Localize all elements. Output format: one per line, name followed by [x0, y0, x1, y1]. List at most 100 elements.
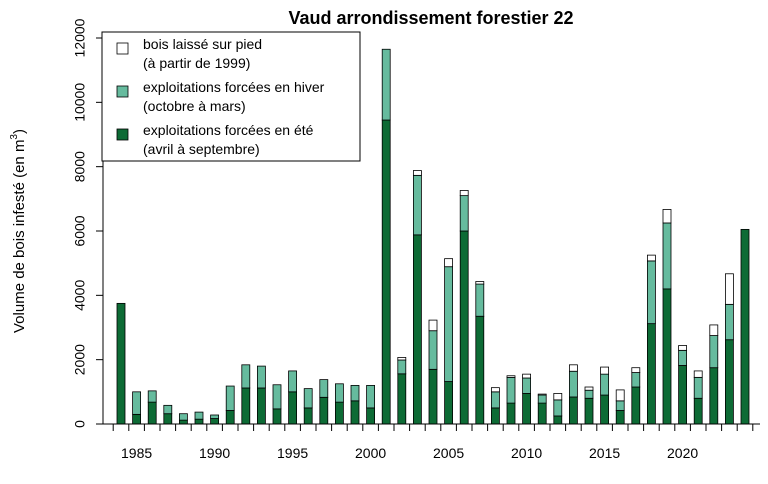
bar-segment-hiver [490, 391, 500, 409]
legend-label-detail: (octobre à mars) [143, 98, 246, 114]
legend-swatch [116, 42, 129, 55]
legend-label: exploitations forcées en été [143, 122, 314, 138]
bar-segment-ete [210, 418, 220, 425]
bar-segment-ete [116, 302, 126, 425]
bar-segment-ete [709, 367, 719, 425]
bar-segment-ete [490, 407, 500, 425]
x-tick-label: 2010 [511, 445, 542, 461]
bar-segment-hiver [569, 370, 578, 398]
bar-segment-sur-pied [600, 366, 609, 375]
bar-segment-ete [412, 234, 422, 425]
bar-segment-ete [381, 119, 391, 425]
bar-segment-hiver [147, 390, 157, 403]
legend-label: exploitations forcées en hiver [143, 79, 325, 95]
bar-segment-hiver [132, 391, 142, 415]
bar-segment-ete [662, 288, 672, 425]
bar-segment-ete [272, 408, 282, 425]
bar-segment-hiver [272, 384, 282, 410]
bar-segment-ete [319, 396, 329, 425]
bar-segment-sur-pied [662, 209, 672, 224]
y-tick-label: 2000 [72, 344, 88, 375]
bar-segment-hiver [194, 411, 204, 420]
bar-segment-ete [178, 419, 188, 425]
bar-segment-sur-pied [537, 393, 547, 396]
bar-segment-hiver [631, 372, 641, 388]
bar-segment-hiver [615, 400, 625, 411]
y-axis-label-superscript: 3 [9, 134, 20, 140]
bar-segment-ete [678, 365, 687, 425]
bar-segment-ete [444, 381, 454, 425]
bar-segment-hiver [600, 373, 609, 396]
bar-segment-hiver [584, 389, 594, 399]
bar-segment-ete [693, 397, 703, 425]
bar-segment-hiver [381, 48, 391, 121]
legend-swatch [116, 128, 129, 141]
bar-segment-ete [725, 339, 734, 425]
y-tick-label: 12000 [72, 18, 88, 57]
y-tick-label: 8000 [72, 151, 88, 182]
bar-segment-hiver [256, 365, 266, 389]
bar-segment-sur-pied [584, 386, 594, 391]
bar-segment-ete [225, 410, 235, 425]
bar-segment-ete [163, 413, 173, 425]
bar-segment-sur-pied [397, 357, 407, 361]
bar-segment-ete [506, 402, 516, 425]
bar-segment-hiver [678, 349, 687, 366]
y-axis-label-end: ) [11, 129, 28, 134]
bar-segment-sur-pied [631, 367, 641, 373]
bar-segment-sur-pied [615, 389, 625, 402]
x-tick-label: 2020 [667, 445, 698, 461]
bar-segment-ete [147, 401, 157, 425]
bar-segment-hiver [397, 359, 407, 375]
bar-segment-sur-pied [693, 370, 703, 378]
x-tick-label: 1995 [277, 445, 308, 461]
bar-segment-sur-pied [709, 324, 719, 336]
bar-segment-hiver [303, 388, 313, 409]
bar-segment-ete [631, 386, 641, 425]
bar-segment-sur-pied [490, 387, 500, 393]
bar-segment-sur-pied [569, 364, 578, 372]
bar-segment-ete [615, 410, 625, 425]
bar-segment-hiver [210, 414, 220, 419]
x-tick-label: 1990 [199, 445, 230, 461]
bar-segment-hiver [459, 195, 469, 232]
bar-segment-ete [584, 397, 594, 425]
bar-segment-hiver [522, 377, 531, 394]
bar-segment-sur-pied [553, 393, 563, 401]
bar-segment-sur-pied [428, 319, 438, 332]
x-tick-label: 2005 [433, 445, 464, 461]
bar-segment-sur-pied [725, 273, 734, 305]
y-axis-label: Volume de bois infesté (en m3) [9, 129, 28, 333]
bar-segment-hiver [178, 413, 188, 421]
bar-segment-ete [428, 368, 438, 425]
y-axis-label-main: Volume de bois infesté (en m [11, 140, 28, 333]
bar-segment-ete [350, 400, 360, 425]
bar-segment-hiver [647, 260, 656, 325]
legend-items: bois laissé sur pied (à partir de 1999) ex… [116, 36, 325, 157]
legend-label-detail: (avril à septembre) [143, 141, 260, 157]
bar-segment-hiver [537, 394, 547, 404]
bar-segment-sur-pied [475, 281, 485, 285]
legend-label-detail: (à partir de 1999) [143, 55, 250, 71]
bar-segment-sur-pied [647, 254, 656, 262]
bar-segment-ete [553, 415, 563, 425]
bar-segment-hiver [288, 370, 298, 393]
bar-segment-sur-pied [522, 373, 531, 379]
bar-segment-hiver [350, 384, 360, 402]
bar-segment-hiver [241, 364, 251, 389]
bar-segment-hiver [553, 399, 563, 417]
legend-label: bois laissé sur pied [143, 36, 262, 52]
bar-segment-ete [475, 315, 485, 425]
bar-segment-hiver [475, 283, 485, 317]
bar-segment-hiver [319, 379, 329, 398]
bar-segment-ete [459, 230, 469, 425]
y-tick-label: 0 [72, 420, 88, 428]
legend: bois laissé sur pied (à partir de 1999) ex… [101, 31, 361, 162]
bar-segment-ete [569, 396, 578, 425]
bar-segment-ete [397, 373, 407, 425]
bar-segment-hiver [444, 266, 454, 382]
bar-segment-ete [303, 407, 313, 425]
bar-segment-ete [132, 413, 142, 425]
bar-segment-sur-pied [506, 375, 516, 378]
